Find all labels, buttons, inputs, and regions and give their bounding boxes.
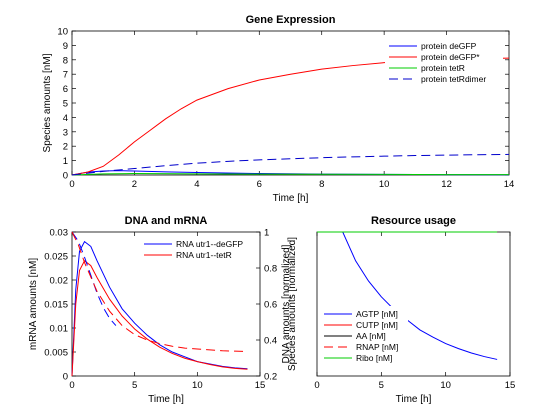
gene-expression-y-tick-label: 10 (57, 27, 68, 38)
dna-mrna-y-tick-label: 0 (63, 372, 68, 383)
gene-expression-y-tick-label: 7 (63, 70, 68, 81)
gene-expression-x-axis-label: Time [h] (273, 193, 309, 204)
dna-mrna-x-tick-label: 5 (132, 380, 137, 391)
resource-usage-legend-label: AA [nM] (356, 331, 386, 341)
gene-expression-y-tick-label: 3 (63, 127, 68, 138)
dna-mrna-y-axis-label: mRNA amounts [nM] (28, 258, 39, 350)
gene-expression-x-tick-label: 8 (319, 179, 324, 190)
dna-mrna-series-line-3 (71, 231, 248, 353)
resource-usage-x-tick-label: 5 (379, 380, 384, 391)
dna-mrna-y2-tick-label: 1 (264, 228, 269, 239)
dna-mrna-y-tick-label: 0.015 (44, 300, 68, 311)
gene-expression-legend-label: protein deGFP* (421, 52, 480, 62)
dna-mrna-y2-axis-label: DNA amounts [normalized] (281, 244, 292, 363)
dna-mrna-y-tick-label: 0.03 (50, 228, 69, 239)
gene-expression-y-tick-label: 2 (63, 142, 68, 153)
dna-mrna-y-tick-label: 0.005 (44, 348, 68, 359)
gene-expression-legend-label: protein deGFP (421, 41, 477, 51)
resource-usage-legend-label: Ribo [nM] (356, 353, 392, 363)
resource-usage-legend-label: RNAP [nM] (356, 342, 398, 352)
gene-expression-x-tick-label: 12 (441, 179, 452, 190)
gene-expression-y-tick-label: 6 (63, 84, 68, 95)
dna-mrna-y2-tick-label: 0.6 (264, 300, 277, 311)
resource-usage-title: Resource usage (371, 215, 456, 227)
gene-expression-x-tick-label: 0 (69, 179, 74, 190)
gene-expression-x-tick-label: 4 (194, 179, 199, 190)
dna-mrna-x-axis-label: Time [h] (148, 394, 184, 405)
dna-mrna-legend-label: RNA utr1--deGFP (176, 239, 243, 249)
gene-expression-series-line-3 (71, 153, 510, 176)
resource-usage-x-tick-label: 0 (314, 380, 319, 391)
resource-usage-legend-label: CUTP [nM] (356, 320, 398, 330)
gene-expression-title: Gene Expression (246, 14, 336, 26)
dna-mrna-legend-label: RNA utr1--tetR (176, 250, 232, 260)
gene-expression-y-tick-label: 9 (63, 41, 68, 52)
gene-expression-y-tick-label: 4 (63, 113, 68, 124)
resource-usage-x-axis-label: Time [h] (396, 394, 432, 405)
gene-expression-x-tick-label: 10 (379, 179, 390, 190)
dna-mrna-y2-tick-label: 0.8 (264, 264, 277, 275)
dna-mrna-y-tick-label: 0.025 (44, 252, 68, 263)
dna-mrna-legend-box (140, 236, 255, 264)
gene-expression-y-tick-label: 5 (63, 99, 68, 110)
resource-usage-y-axis-label: Species amounts [normalized] (287, 237, 298, 371)
gene-expression-y-tick-label: 0 (63, 171, 68, 182)
dna-mrna-y2-tick-label: 0.2 (264, 372, 277, 383)
gene-expression-y-tick-label: 8 (63, 55, 68, 66)
dna-mrna-x-tick-label: 0 (69, 380, 74, 391)
gene-expression-legend-label: protein tetR (421, 63, 465, 73)
dna-mrna-series-line-1 (71, 260, 248, 377)
resource-usage-x-tick-label: 15 (505, 380, 516, 391)
gene-expression-x-tick-label: 14 (504, 179, 515, 190)
dna-mrna-y-tick-label: 0.02 (50, 276, 69, 287)
gene-expression-x-tick-label: 6 (257, 179, 262, 190)
dna-mrna-title: DNA and mRNA (125, 215, 208, 227)
gene-expression-legend-label: protein tetRdimer (421, 74, 486, 84)
gene-expression-y-tick-label: 1 (63, 156, 68, 167)
gene-expression-series-line-2 (71, 173, 509, 176)
dna-mrna-y-tick-label: 0.01 (50, 324, 69, 335)
resource-usage-legend-label: AGTP [nM] (356, 309, 398, 319)
dna-mrna-x-tick-label: 10 (192, 380, 203, 391)
gene-expression-x-tick-label: 2 (132, 179, 137, 190)
gene-expression-y-axis-label: Species amounts [nM] (42, 53, 53, 152)
dna-mrna-y2-tick-label: 0.4 (264, 336, 277, 347)
dna-mrna-x-tick-label: 15 (255, 380, 266, 391)
resource-usage-x-tick-label: 10 (440, 380, 451, 391)
